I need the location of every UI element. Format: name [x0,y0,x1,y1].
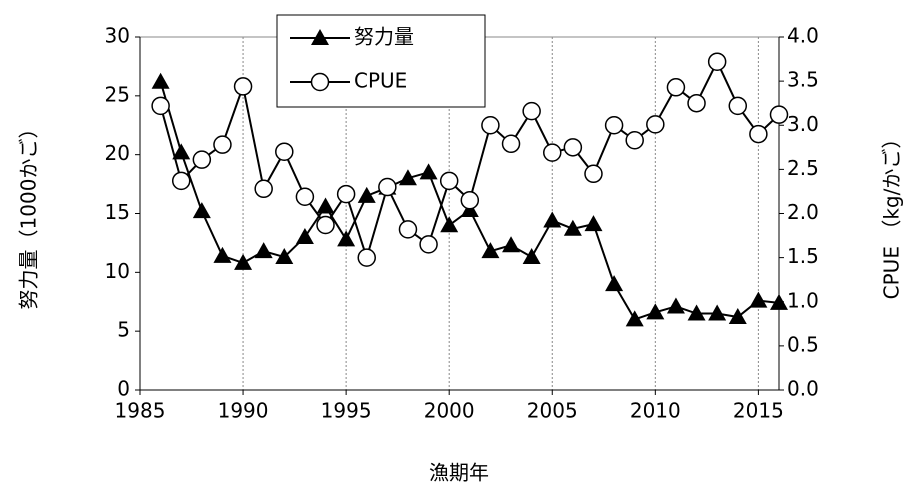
marker [646,303,665,320]
marker [687,304,706,321]
y2-tick-label: 3.5 [787,68,819,92]
marker [522,101,541,121]
marker [728,308,747,325]
marker [439,171,459,191]
marker [666,78,686,97]
marker [172,143,191,160]
marker [316,197,335,214]
marker [316,215,335,235]
y2-tick-label: 1.5 [787,244,819,268]
marker [543,211,562,228]
y2-tick-label: 2.5 [787,156,819,180]
marker [481,242,500,259]
x-tick-label: 1985 [115,399,166,423]
marker [151,96,170,116]
marker [604,116,624,135]
marker [749,124,768,144]
marker [625,131,644,150]
marker [563,219,582,236]
marker [728,96,748,116]
marker [481,116,500,135]
marker [295,228,314,245]
legend-box [276,14,486,108]
marker [171,171,191,191]
x-axis-title: 漁期年 [429,461,489,485]
marker [254,179,273,199]
marker [357,248,376,267]
marker [707,52,727,71]
marker [275,248,294,265]
marker [192,150,212,169]
y-tick-label: 5 [117,318,130,342]
marker [666,297,685,314]
x-tick-label: 2000 [424,399,475,423]
y-tick-label: 20 [105,141,130,165]
legend-marker [311,29,329,45]
marker [357,186,376,203]
y-tick-label: 30 [105,24,130,48]
marker [398,220,418,239]
y2-tick-label: 0.5 [787,332,819,356]
marker [543,143,562,162]
x-tick-label: 1995 [321,399,372,423]
legend-label: 努力量 [354,25,414,49]
marker [460,191,480,210]
marker [563,138,583,157]
marker [398,169,417,186]
marker [584,164,603,184]
marker [708,304,727,321]
marker [295,187,315,206]
y-tick-label: 10 [105,259,130,283]
y-tick-label: 15 [105,200,130,224]
marker [646,115,665,134]
y-tick-label: 0 [117,377,130,401]
marker [234,253,253,270]
y2-tick-label: 3.0 [787,112,819,136]
y2-tick-label: 0.0 [787,377,819,401]
marker [419,163,438,180]
marker [337,230,356,247]
y-axis-title: 努力量（1000かご） [17,119,41,310]
y2-tick-label: 4.0 [787,24,819,48]
marker [233,77,253,96]
marker [440,216,459,233]
marker [584,215,603,232]
marker [625,310,644,327]
y2-axis-title: CPUE （kg/かご） [880,129,904,300]
marker [522,248,541,265]
marker [501,134,521,154]
marker [151,72,170,89]
x-tick-label: 2010 [630,399,681,423]
marker [213,135,232,154]
marker [254,242,273,259]
marker [213,246,232,263]
y2-tick-label: 1.0 [787,288,819,312]
x-tick-label: 2005 [527,399,578,423]
legend-label: CPUE [354,69,407,93]
marker [749,291,768,308]
marker [192,202,211,219]
y2-tick-label: 2.0 [787,200,819,224]
marker [770,293,788,310]
y-tick-label: 25 [105,82,130,106]
marker [275,142,294,161]
legend-marker [310,72,330,92]
marker [769,105,789,124]
marker [687,93,706,113]
marker [605,275,624,292]
marker [378,177,397,197]
marker [419,235,438,254]
marker [336,184,356,204]
x-tick-label: 2015 [733,399,784,423]
x-tick-label: 1990 [218,399,269,423]
marker [502,236,521,253]
